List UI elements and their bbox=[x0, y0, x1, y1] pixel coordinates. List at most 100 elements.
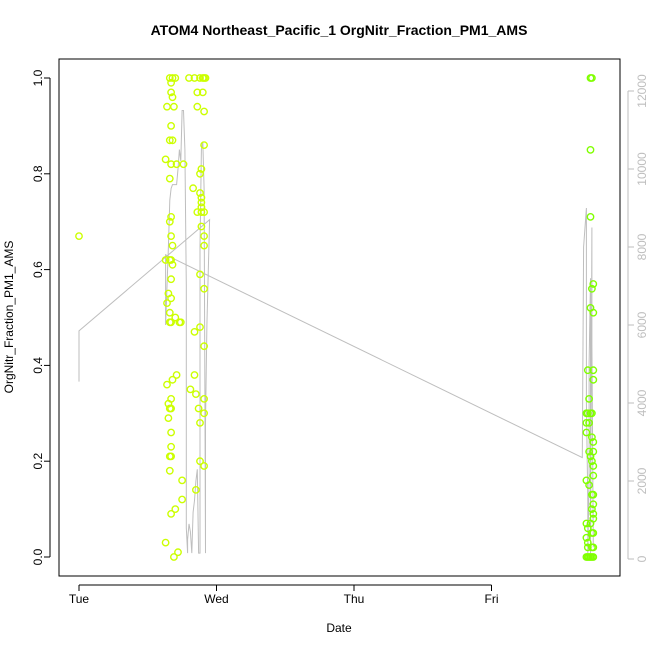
data-point bbox=[167, 428, 176, 437]
data-point bbox=[589, 514, 598, 523]
data-point bbox=[174, 548, 182, 557]
data-point bbox=[169, 102, 178, 111]
data-point bbox=[200, 107, 209, 116]
data-point bbox=[198, 88, 207, 97]
data-point bbox=[171, 505, 180, 513]
data-point bbox=[586, 145, 595, 154]
data-point bbox=[582, 533, 591, 542]
plot-frame bbox=[58, 58, 621, 577]
data-point bbox=[165, 136, 174, 145]
data-point bbox=[588, 433, 596, 442]
data-point bbox=[185, 74, 193, 82]
x-tick-label: Thu bbox=[344, 592, 365, 606]
data-point bbox=[196, 418, 204, 427]
data-point bbox=[165, 74, 174, 82]
data-point bbox=[589, 471, 598, 480]
data-point bbox=[196, 323, 204, 331]
data-point bbox=[197, 165, 206, 173]
x-tick-label: Wed bbox=[204, 592, 228, 606]
data-point bbox=[200, 141, 209, 150]
data-point bbox=[193, 88, 202, 97]
data-point bbox=[179, 160, 188, 169]
data-point bbox=[588, 505, 596, 513]
y-tick-label: 1.0 bbox=[31, 69, 45, 86]
data-point bbox=[167, 294, 176, 303]
data-point bbox=[588, 457, 596, 466]
y-axis-label: OrgNitr_Fraction_PM1_AMS bbox=[2, 241, 16, 394]
data-point bbox=[167, 212, 176, 221]
data-point bbox=[589, 490, 598, 499]
data-point bbox=[589, 366, 598, 375]
data-point bbox=[191, 485, 200, 494]
data-point bbox=[589, 510, 598, 518]
data-point bbox=[589, 375, 598, 384]
bottom-axis: Tue Wed Thu Fri bbox=[69, 584, 499, 606]
data-point bbox=[161, 538, 170, 547]
data-point bbox=[167, 275, 176, 284]
data-point bbox=[167, 404, 176, 413]
data-point bbox=[200, 342, 209, 351]
data-point bbox=[164, 414, 173, 422]
data-point bbox=[161, 256, 170, 264]
data-point bbox=[190, 371, 199, 379]
data-point bbox=[589, 500, 598, 509]
data-point bbox=[583, 538, 592, 547]
data-point bbox=[190, 74, 199, 82]
data-point bbox=[201, 74, 210, 82]
data-point bbox=[178, 495, 187, 504]
y-tick-label: 0.4 bbox=[31, 357, 45, 374]
y-tick-label: 0.8 bbox=[31, 165, 45, 182]
data-point bbox=[171, 313, 180, 322]
chart-title: ATOM4 Northeast_Pacific_1 OrgNitr_Fracti… bbox=[151, 22, 528, 38]
data-point bbox=[589, 553, 598, 561]
data-point bbox=[200, 394, 209, 403]
data-point bbox=[75, 232, 83, 241]
data-point bbox=[196, 270, 204, 279]
data-point bbox=[161, 155, 170, 164]
y2-tick-label: 4000 bbox=[635, 389, 649, 416]
data-point bbox=[585, 447, 593, 456]
y-tick-label: 0.6 bbox=[31, 261, 45, 278]
data-point bbox=[167, 78, 176, 87]
data-point bbox=[589, 462, 598, 470]
data-point bbox=[167, 318, 176, 327]
data-point bbox=[163, 102, 171, 111]
points-layer bbox=[75, 74, 598, 561]
altitude-line bbox=[78, 110, 594, 554]
data-point bbox=[167, 256, 176, 264]
data-point bbox=[200, 232, 209, 241]
data-point bbox=[168, 241, 177, 250]
data-point bbox=[589, 447, 598, 456]
data-point bbox=[589, 308, 598, 317]
data-point bbox=[168, 93, 177, 102]
data-point bbox=[169, 553, 178, 561]
data-point bbox=[200, 208, 209, 217]
data-point bbox=[589, 529, 598, 537]
altitude-line-layer bbox=[78, 110, 594, 554]
data-point bbox=[176, 318, 185, 327]
x-tick-label: Fri bbox=[485, 592, 499, 606]
data-point bbox=[196, 189, 204, 197]
data-point bbox=[168, 136, 177, 145]
y2-tick-label: 2000 bbox=[635, 467, 649, 494]
data-point bbox=[200, 284, 209, 293]
y2-tick-label: 8000 bbox=[635, 233, 649, 260]
y2-tick-label: 10000 bbox=[635, 152, 649, 186]
data-point bbox=[196, 169, 204, 178]
data-point bbox=[585, 481, 593, 489]
y2-tick-label: 6000 bbox=[635, 311, 649, 338]
data-point bbox=[165, 174, 174, 183]
data-point bbox=[200, 462, 209, 470]
data-point bbox=[165, 308, 174, 317]
data-point bbox=[200, 409, 209, 418]
data-point bbox=[589, 543, 598, 552]
data-point bbox=[200, 241, 209, 250]
x-tick-label: Tue bbox=[69, 592, 90, 606]
data-point bbox=[165, 217, 174, 226]
data-point bbox=[585, 418, 593, 427]
x-axis-label: Date bbox=[326, 621, 352, 635]
data-point bbox=[163, 299, 171, 307]
data-point bbox=[190, 327, 199, 336]
data-point bbox=[583, 543, 592, 552]
